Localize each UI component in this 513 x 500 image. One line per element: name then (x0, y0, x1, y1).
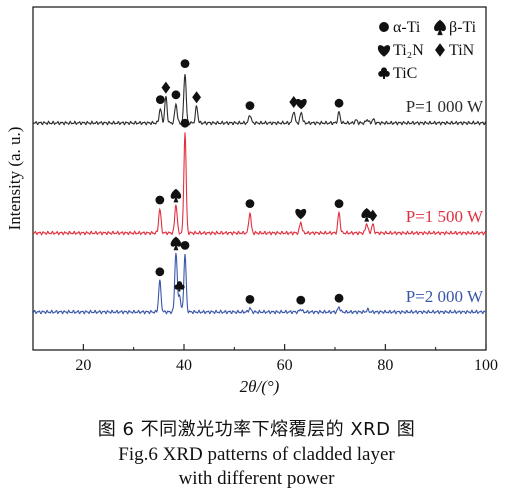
peak-marker-circle (180, 59, 190, 68)
peak-marker-circle (245, 101, 255, 110)
peak-marker-diamond (192, 91, 201, 104)
peak-marker-circle (155, 195, 165, 205)
y-axis-label: Intensity (a. u.) (5, 127, 24, 231)
peak-marker-circle (245, 199, 255, 209)
peak-marker-spade (170, 236, 182, 251)
legend-symbol-spade (434, 19, 446, 36)
peak-marker-circle (155, 267, 165, 277)
legend-label: Ti₂N (393, 42, 424, 59)
legend-label: β-Ti (449, 19, 477, 36)
peak-marker-club-stem (178, 287, 181, 292)
x-tick-label: 20 (75, 357, 91, 374)
peak-marker-circle (296, 295, 306, 305)
legend-symbol-circle (379, 22, 389, 32)
peak-marker-club (174, 281, 185, 292)
peak-marker-heart (295, 98, 307, 110)
legend-label: TiC (393, 65, 417, 82)
peak-marker-diamond (161, 81, 171, 94)
series-label: P=1 000 W (406, 97, 484, 116)
figure-caption-english-line1: Fig.6 XRD patterns of cladded layer (118, 444, 395, 465)
peak-marker-spade (170, 188, 182, 203)
plot-frame (32, 6, 487, 351)
peak-marker-circle (334, 293, 344, 303)
legend-symbol-club (378, 67, 390, 79)
legend-symbol-club-stem (382, 74, 386, 79)
peak-marker-circle (334, 98, 344, 108)
series-label: P=2 000 W (406, 287, 484, 306)
peak-marker-spade (361, 208, 372, 222)
figure-caption-english-line2: with different power (178, 468, 335, 489)
legend-label: TiN (449, 42, 475, 59)
peak-marker-heart (295, 208, 307, 220)
peak-marker-circle (155, 95, 165, 104)
legend-symbol-club-lobe (378, 70, 385, 77)
series-line-2 (32, 132, 487, 236)
x-tick-label: 40 (176, 357, 192, 374)
peak-marker-club-lobe (179, 284, 185, 290)
legend-symbol-club-lobe (383, 70, 390, 77)
series-line-3 (32, 252, 487, 315)
legend-symbol-heart (377, 45, 391, 57)
x-axis-label: 2θ/(°) (240, 377, 280, 396)
peak-marker-club-lobe (174, 284, 180, 290)
plot-area: 20 40 60 80 100 2θ/(°) Intensity (a. u.) P=1 00… (5, 6, 498, 396)
peak-marker-circle (180, 118, 190, 128)
x-tick-label: 100 (474, 357, 498, 374)
xrd-figure: 20 40 60 80 100 2θ/(°) Intensity (a. u.) P=1 00… (5, 6, 498, 396)
peak-marker-circle (245, 295, 255, 304)
figure-caption-chinese: 图 6 不同激光功率下熔覆层的 XRD 图 (97, 419, 416, 440)
peak-marker-circle (334, 199, 344, 209)
x-tick-label: 60 (277, 357, 293, 374)
series-line-1 (32, 74, 487, 126)
series-label: P=1 500 W (406, 207, 484, 226)
legend-label: α-Ti (393, 19, 421, 36)
peak-marker-circle (180, 241, 190, 250)
legend-symbol-diamond (435, 43, 445, 57)
x-tick-label: 80 (377, 357, 393, 374)
peak-marker-circle (171, 90, 181, 100)
peak-marker-diamond (289, 96, 299, 108)
peak-marker-diamond (368, 209, 378, 222)
